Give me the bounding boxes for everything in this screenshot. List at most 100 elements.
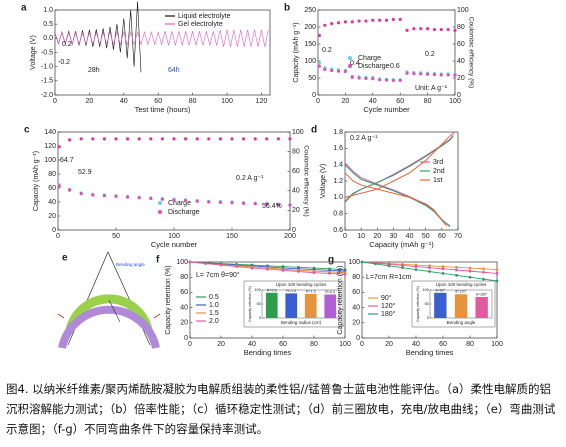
x-tick-label: 40	[369, 98, 377, 105]
inset-bar-label: R=1.5	[306, 289, 316, 293]
x-tick-label: 80	[424, 98, 432, 105]
marker	[441, 267, 445, 271]
point	[323, 67, 327, 72]
legend-swatch	[158, 201, 162, 205]
x-tick-label: 20	[86, 98, 94, 105]
y-axis-label: Voltage (V)	[30, 35, 37, 70]
point	[68, 188, 72, 192]
point	[184, 199, 188, 203]
point	[336, 69, 341, 73]
efficiency-point	[378, 18, 382, 22]
x-axis-label: Capacity (mAh g⁻¹)	[369, 240, 434, 249]
efficiency-point	[68, 138, 72, 142]
marker	[428, 266, 431, 270]
y-tick-label: 20	[352, 320, 360, 327]
marker	[495, 279, 499, 283]
panel-label: a	[21, 3, 27, 14]
point	[91, 193, 95, 197]
caption: 图4. 以纳米纤维素/聚丙烯酰胺凝胶为电解质组装的柔性铝//锰普鲁士蓝电池性能评…	[6, 382, 556, 436]
data-line	[54, 29, 269, 47]
y-tick-label: 0.6	[333, 227, 343, 234]
point	[432, 73, 437, 77]
annotation: 0.2	[62, 41, 72, 48]
y-tick-label: 120	[44, 143, 56, 150]
plot-frame	[189, 261, 346, 339]
y-tick-label: 20	[180, 320, 188, 327]
inset-bar	[324, 294, 337, 318]
marker	[495, 272, 499, 275]
point	[242, 201, 246, 205]
marker	[374, 262, 377, 266]
inset-tick-label: 100	[422, 287, 429, 292]
y-tick-label: 0	[356, 335, 360, 342]
y-tick-label: 1.6	[333, 145, 343, 152]
point	[276, 203, 280, 207]
y-tick-label: 150	[304, 41, 316, 48]
x-tick-label: 60	[438, 233, 446, 240]
x-tick-label: 40	[406, 233, 414, 240]
point	[253, 202, 257, 206]
y-tick-label: 50	[308, 75, 316, 82]
x-tick-label: 70	[454, 233, 462, 240]
efficiency-point	[405, 28, 409, 32]
x-axis-label: Cycle number	[151, 240, 198, 249]
x-tick-label: 60	[439, 341, 447, 348]
efficiency-point	[446, 27, 450, 32]
efficiency-point	[207, 137, 211, 141]
efficiency-point	[126, 137, 130, 141]
point	[371, 77, 375, 81]
efficiency-point	[412, 27, 416, 31]
marker	[266, 267, 269, 271]
annotation: -0.2	[58, 59, 70, 66]
y-tick-label: 80	[180, 274, 188, 281]
x-tick-label: 20	[342, 98, 350, 105]
legend-label: Liquid electrolyte	[178, 13, 231, 20]
x-tick-label: 60	[279, 341, 287, 348]
bent-electrode	[65, 294, 153, 332]
x-axis-label: Bending times	[406, 348, 454, 357]
y2-tick-label: 80	[292, 148, 300, 155]
marker	[343, 272, 347, 276]
y-tick-label: 40	[48, 199, 56, 206]
y-tick-label: 100	[176, 259, 188, 266]
legend-label: 3rd	[433, 159, 443, 166]
point	[102, 194, 106, 198]
x-tick-label: 0	[360, 341, 364, 348]
efficiency-point	[91, 137, 95, 141]
annotation: Unit: A g⁻¹	[415, 85, 448, 92]
point	[412, 71, 416, 76]
panel-label: g	[328, 255, 334, 266]
annotation: 0.2 A g⁻¹	[236, 175, 264, 182]
y-tick-label: 0.5	[43, 21, 53, 28]
legend-label: 120°	[381, 302, 396, 310]
marker	[281, 268, 285, 272]
y-axis-label: Voltage (V)	[320, 164, 327, 199]
point	[343, 69, 347, 74]
annotation: 0.2 A g⁻¹	[350, 135, 378, 142]
marker	[219, 263, 223, 267]
inset-bar-label: R=2.0	[325, 290, 335, 294]
marker	[401, 266, 404, 270]
point	[57, 184, 61, 188]
y-tick-label: 1.0	[43, 7, 53, 14]
x-tick-label: 80	[310, 341, 318, 348]
efficiency-point	[384, 18, 389, 22]
annotation: 0.2	[425, 51, 435, 58]
point	[172, 198, 176, 202]
y-tick-label: 250	[304, 7, 316, 14]
point	[218, 200, 222, 204]
x-tick-label: 60	[396, 98, 404, 105]
inset-bar	[434, 292, 447, 318]
point	[149, 196, 153, 201]
y-axis-label: Capacity retention (%)	[165, 265, 172, 334]
efficiency-point	[102, 137, 106, 141]
y-tick-label: 100	[348, 259, 360, 266]
y2-axis-label: Coulombic efficiency (%)	[302, 145, 309, 216]
efficiency-point	[149, 137, 153, 141]
x-tick-label: 200	[284, 233, 296, 240]
point	[79, 192, 83, 196]
arrow	[57, 313, 161, 319]
marker	[441, 272, 445, 275]
legend-swatch	[348, 56, 352, 60]
x-tick-label: 20	[373, 233, 381, 240]
